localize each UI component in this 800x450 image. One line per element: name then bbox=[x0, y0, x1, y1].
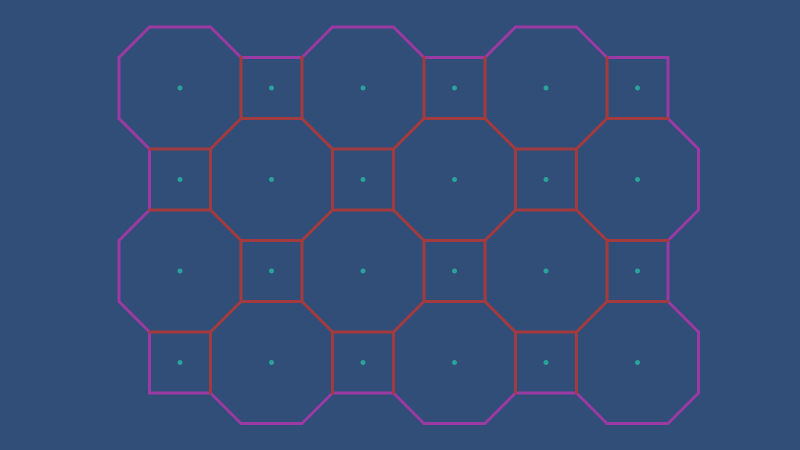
cell-center bbox=[177, 85, 183, 91]
outer-edge bbox=[300, 25, 334, 59]
outer-edge bbox=[117, 25, 151, 59]
cell-center bbox=[543, 360, 549, 365]
cell-center bbox=[543, 177, 549, 182]
cell-center bbox=[360, 85, 366, 91]
outer-edge bbox=[392, 25, 426, 59]
outer-edge bbox=[392, 391, 426, 425]
outer-edge bbox=[666, 300, 700, 334]
cell-center bbox=[452, 268, 457, 274]
inner-edge bbox=[392, 300, 426, 334]
cell-center bbox=[452, 177, 457, 182]
inner-edge bbox=[209, 117, 243, 151]
cell-center bbox=[269, 177, 274, 182]
outer-edge bbox=[117, 300, 151, 334]
outer-edge bbox=[209, 391, 243, 425]
inner-edge bbox=[392, 208, 426, 242]
inner-edge bbox=[392, 117, 426, 151]
cell-center bbox=[635, 177, 640, 182]
cell-centers bbox=[177, 85, 640, 365]
inner-edge bbox=[300, 117, 334, 151]
cell-center bbox=[360, 268, 366, 274]
cell-center bbox=[177, 360, 183, 365]
outer-edge bbox=[117, 208, 151, 242]
outer-edge bbox=[300, 391, 334, 425]
inner-edge bbox=[300, 208, 334, 242]
outer-edge bbox=[666, 391, 700, 425]
cell-center bbox=[452, 85, 457, 91]
inner-edge bbox=[575, 208, 609, 242]
inner-edge bbox=[483, 208, 517, 242]
cell-center bbox=[177, 268, 183, 274]
inner-edge bbox=[483, 117, 517, 151]
outer-edge bbox=[117, 117, 151, 151]
inner-edge bbox=[575, 300, 609, 334]
outer-edge bbox=[666, 208, 700, 242]
cell-center bbox=[360, 360, 366, 365]
edges bbox=[117, 25, 700, 425]
cell-center bbox=[543, 268, 549, 274]
inner-edge bbox=[483, 300, 517, 334]
outer-edge bbox=[209, 25, 243, 59]
cell-center bbox=[269, 268, 274, 274]
cell-center bbox=[635, 360, 640, 365]
cell-center bbox=[635, 85, 640, 91]
outer-edge bbox=[483, 391, 517, 425]
cell-center bbox=[635, 268, 640, 274]
outer-edge bbox=[483, 25, 517, 59]
cell-center bbox=[452, 360, 457, 365]
cell-center bbox=[543, 85, 549, 91]
cell-center bbox=[269, 85, 274, 91]
cell-center bbox=[269, 360, 274, 365]
cell-center bbox=[360, 177, 366, 182]
outer-edge bbox=[575, 25, 609, 59]
inner-edge bbox=[575, 117, 609, 151]
cell-center bbox=[177, 177, 183, 182]
inner-edge bbox=[209, 300, 243, 334]
outer-edge bbox=[666, 117, 700, 151]
outer-edge bbox=[575, 391, 609, 425]
inner-edge bbox=[300, 300, 334, 334]
inner-edge bbox=[209, 208, 243, 242]
